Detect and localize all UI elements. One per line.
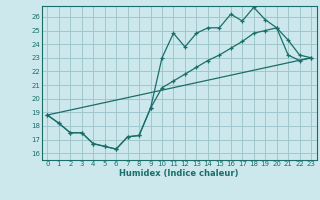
X-axis label: Humidex (Indice chaleur): Humidex (Indice chaleur)	[119, 169, 239, 178]
